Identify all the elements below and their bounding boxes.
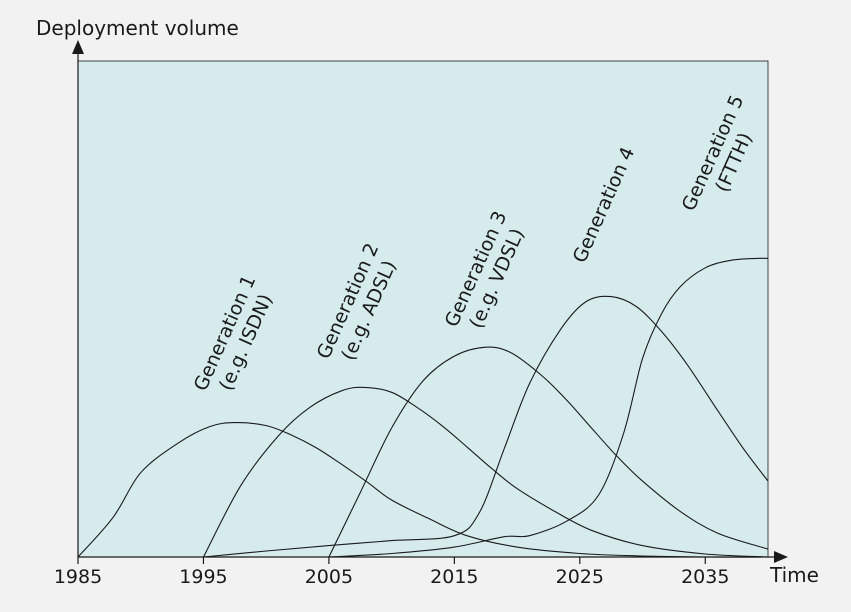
x-tick-label-2035: 2035 [681,566,729,588]
x-tick-label-2025: 2025 [556,566,604,588]
series-line-generation-1 [77,422,769,558]
x-tick-label-1995: 1995 [179,566,227,588]
x-tick-label-2005: 2005 [305,566,353,588]
series-line-generation-5 [328,257,769,558]
x-tick-label-1985: 1985 [54,566,102,588]
series-line-generation-3 [328,346,769,558]
series-line-generation-2 [203,386,769,558]
x-axis-title: Time [769,563,819,587]
y-axis-arrow [72,40,84,54]
x-tick-label-2015: 2015 [430,566,478,588]
plot-area [77,60,769,558]
x-axis-arrow [774,551,788,563]
series-line-generation-4 [203,295,769,558]
y-axis-title: Deployment volume [36,16,239,40]
